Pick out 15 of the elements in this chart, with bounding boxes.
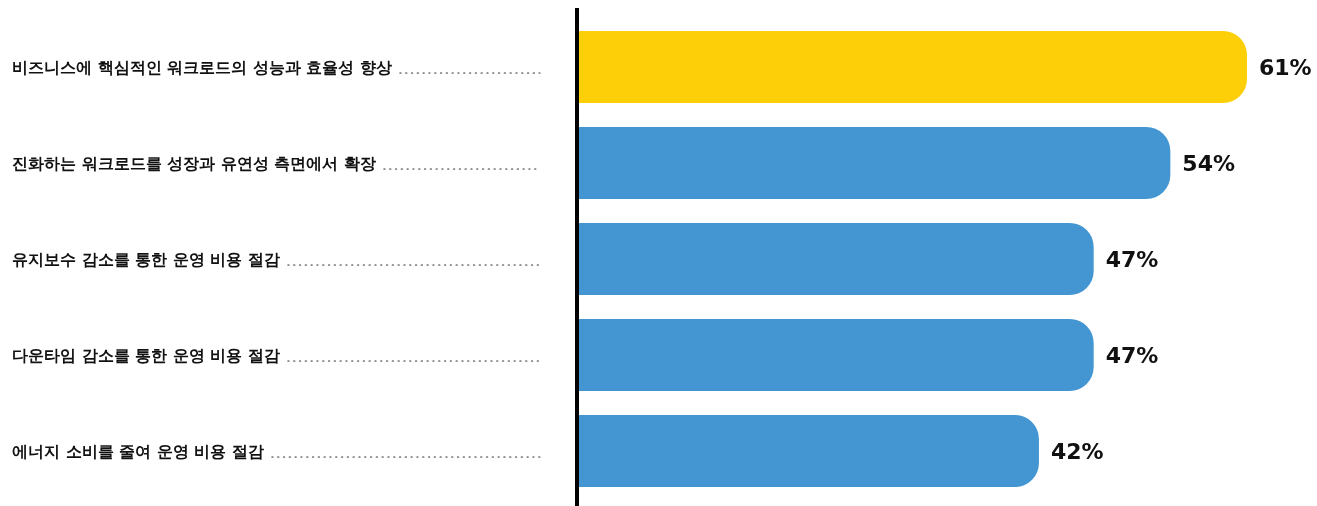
y-tick-label: 에너지 소비를 줄여 운영 비용 절감 [12, 441, 264, 461]
data-label: 54% [1182, 150, 1236, 176]
data-label: 47% [1105, 246, 1159, 272]
bar [579, 223, 1094, 295]
data-label: 61% [1259, 54, 1312, 80]
data-label: 47% [1105, 342, 1159, 368]
bar [579, 31, 1247, 103]
y-tick-label: 비즈니스에 핵심적인 워크로드의 성능과 효율성 향상 [12, 57, 392, 77]
y-tick-label: 유지보수 감소를 통한 운영 비용 절감 [12, 249, 280, 269]
bar [579, 319, 1094, 391]
data-label: 42% [1050, 438, 1104, 464]
bar [579, 415, 1039, 487]
y-tick-label: 다운타임 감소를 통한 운영 비용 절감 [12, 345, 280, 365]
bar [579, 127, 1171, 199]
y-tick-label: 진화하는 워크로드를 성장과 유연성 측면에서 확장 [12, 153, 376, 173]
